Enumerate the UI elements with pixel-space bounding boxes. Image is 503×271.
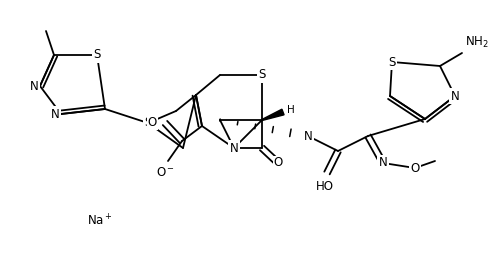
Text: S: S: [144, 117, 152, 130]
Text: N: N: [451, 89, 459, 102]
Text: N: N: [230, 141, 238, 154]
Text: H: H: [287, 105, 295, 115]
Text: HO: HO: [316, 180, 334, 193]
Text: O$^-$: O$^-$: [156, 166, 176, 179]
Text: Na$^+$: Na$^+$: [87, 213, 113, 229]
Text: O: O: [410, 162, 420, 175]
Text: NH$_2$: NH$_2$: [465, 35, 489, 50]
Text: S: S: [259, 69, 266, 82]
Text: N: N: [30, 79, 39, 92]
Polygon shape: [262, 109, 284, 121]
Text: N: N: [51, 108, 60, 121]
Text: N: N: [304, 130, 312, 143]
Text: O: O: [273, 156, 283, 169]
Text: O: O: [148, 117, 157, 130]
Text: S: S: [388, 56, 396, 69]
Text: S: S: [94, 49, 101, 62]
Text: N: N: [379, 156, 387, 169]
